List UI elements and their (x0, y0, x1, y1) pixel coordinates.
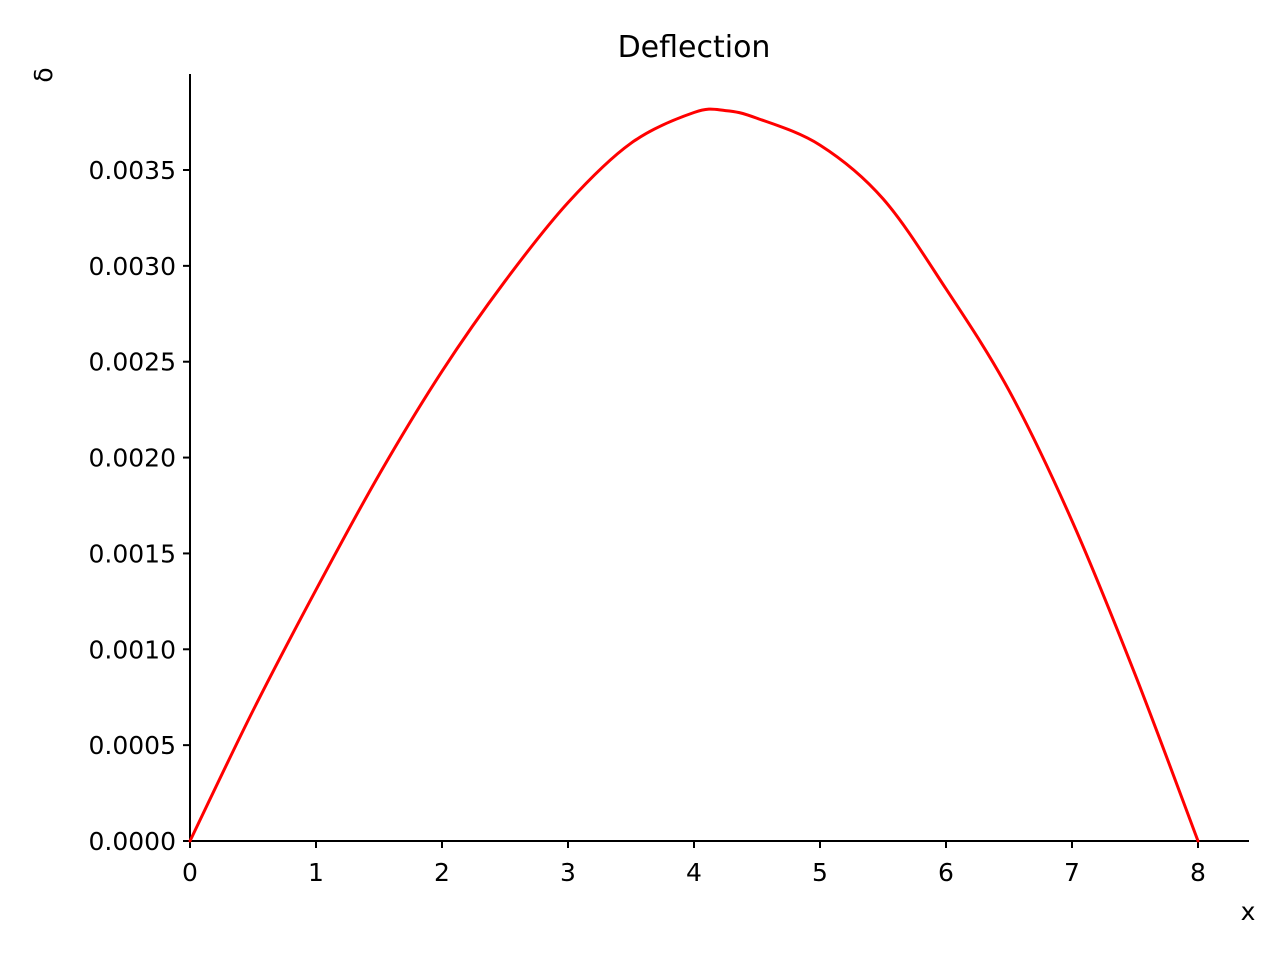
x-tick-label: 1 (308, 858, 324, 887)
x-tick-label: 7 (1064, 858, 1080, 887)
x-tick-label: 8 (1190, 858, 1206, 887)
chart-title: Deflection (618, 30, 771, 65)
x-tick-label: 0 (182, 858, 198, 887)
x-tick-label: 6 (938, 858, 954, 887)
y-tick-label: 0.0030 (89, 252, 176, 281)
x-tick-label: 5 (812, 858, 828, 887)
x-tick-label: 3 (560, 858, 576, 887)
y-tick-label: 0.0035 (89, 156, 176, 185)
y-tick-label: 0.0020 (89, 444, 176, 473)
y-axis-label: δ (29, 67, 58, 82)
y-tick-label: 0.0015 (89, 539, 176, 568)
plot-area: 0 1 2 3 4 5 6 7 8 0.0000 0.0005 0.0010 0.0015 0.0020 0… (89, 74, 1249, 887)
x-tick-label: 2 (434, 858, 450, 887)
y-tick-label: 0.0005 (89, 731, 176, 760)
y-tick-label: 0.0010 (89, 635, 176, 664)
y-tick-label: 0.0025 (89, 348, 176, 377)
x-tick-label: 4 (686, 858, 702, 887)
deflection-series-line (188, 107, 1200, 843)
x-axis-label: x (1241, 897, 1256, 926)
y-tick-label: 0.0000 (89, 827, 176, 856)
